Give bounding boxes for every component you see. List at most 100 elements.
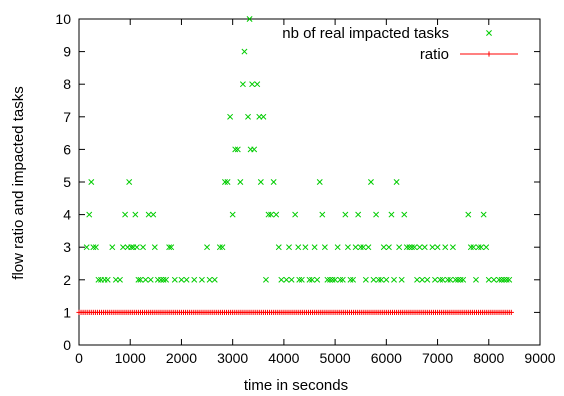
impacted-tasks-point xyxy=(357,244,364,251)
impacted-tasks-point xyxy=(437,276,444,283)
impacted-tasks-point xyxy=(391,276,397,283)
impacted-tasks-point xyxy=(150,211,157,218)
impacted-tasks-point xyxy=(219,244,226,251)
impacted-tasks-point xyxy=(246,16,253,22)
ratio-point xyxy=(508,309,514,315)
impacted-tasks-point xyxy=(483,244,490,251)
impacted-tasks-point xyxy=(237,179,244,185)
impacted-tasks-point xyxy=(460,276,467,283)
impacted-tasks-point xyxy=(147,276,154,283)
impacted-tasks-point xyxy=(455,276,461,283)
impacted-tasks-point xyxy=(117,276,123,283)
impacted-tasks-point xyxy=(490,276,497,283)
impacted-tasks-point xyxy=(467,244,474,251)
impacted-tasks-point xyxy=(206,276,213,283)
ticks: 0 1000 2000 3000 4000 5000 6000 7000 8000 9000 0 1 2… xyxy=(55,11,555,366)
y-tick-label: 8 xyxy=(63,76,71,92)
impacted-tasks-point xyxy=(342,211,349,218)
impacted-tasks-point xyxy=(324,276,331,283)
impacted-tasks-point xyxy=(171,276,178,283)
y-tick-label: 7 xyxy=(63,109,71,125)
impacted-tasks-point xyxy=(424,276,431,283)
impacted-tasks-point xyxy=(204,244,211,251)
impacted-tasks-point xyxy=(224,179,231,185)
impacted-tasks-point xyxy=(254,81,261,88)
impacted-tasks-point xyxy=(378,276,385,283)
impacted-tasks-point xyxy=(135,276,142,283)
impacted-tasks-point xyxy=(344,244,351,251)
impacted-tasks-point xyxy=(198,276,205,283)
impacted-tasks-point xyxy=(163,276,170,283)
impacted-tasks-point xyxy=(222,179,228,185)
impacted-tasks-point xyxy=(327,276,333,283)
impacted-tasks-point xyxy=(86,211,93,218)
impacted-tasks-point xyxy=(227,113,234,120)
impacted-tasks-point xyxy=(432,276,438,283)
y-tick-label: 4 xyxy=(63,207,71,223)
impacted-tasks-point xyxy=(191,276,198,283)
impacted-tasks-point xyxy=(245,113,251,120)
x-tick-label: 5000 xyxy=(320,350,351,366)
impacted-tasks-point xyxy=(360,244,367,251)
impacted-tasks-point xyxy=(302,244,309,251)
impacted-tasks-point xyxy=(442,244,449,251)
impacted-tasks-point xyxy=(362,276,369,283)
y-tick-label: 1 xyxy=(63,304,71,320)
impacted-tasks-point xyxy=(249,81,256,88)
impacted-tasks-point xyxy=(142,276,149,283)
impacted-tasks-point xyxy=(411,244,418,251)
impacted-tasks-point xyxy=(309,276,316,283)
impacted-tasks-point xyxy=(92,244,99,251)
impacted-tasks-point xyxy=(268,211,275,218)
impacted-tasks-point xyxy=(160,276,167,283)
impacted-tasks-point xyxy=(95,276,102,283)
impacted-tasks-point xyxy=(414,276,421,283)
impacted-tasks-point xyxy=(403,244,410,251)
x-tick-label: 8000 xyxy=(473,350,504,366)
impacted-tasks-point xyxy=(393,179,400,185)
impacted-tasks-point xyxy=(339,276,346,283)
impacted-tasks-point xyxy=(434,244,441,251)
impacted-tasks-point xyxy=(90,244,97,251)
impacted-tasks-point xyxy=(251,146,258,153)
impacted-tasks-point xyxy=(126,179,133,185)
impacted-tasks-point xyxy=(132,211,139,218)
legend-label-impacted-tasks: nb of real impacted tasks xyxy=(282,25,449,42)
impacted-tasks-point xyxy=(470,244,477,251)
impacted-tasks-point xyxy=(385,244,392,251)
impacted-tasks-point xyxy=(506,276,513,283)
impacted-tasks-point xyxy=(329,276,336,283)
impacted-tasks-point xyxy=(128,244,135,251)
x-tick-label: 1000 xyxy=(115,350,146,366)
impacted-tasks-point xyxy=(419,276,426,283)
impacted-tasks-point xyxy=(168,244,175,251)
impacted-tasks-point xyxy=(314,276,321,283)
impacted-tasks-point xyxy=(444,276,451,283)
impacted-tasks-point xyxy=(447,276,454,283)
impacted-tasks-point xyxy=(334,244,341,251)
y-tick-label: 6 xyxy=(63,141,71,157)
axes xyxy=(78,18,541,346)
impacted-tasks-point xyxy=(288,276,295,283)
impacted-tasks-point xyxy=(321,244,328,251)
plot-frame xyxy=(78,18,541,346)
y-tick-label: 2 xyxy=(63,272,71,288)
legend-x-marker xyxy=(486,30,492,36)
y-tick-label: 0 xyxy=(63,337,71,353)
impacted-tasks-point xyxy=(480,211,487,218)
impacted-tasks-point xyxy=(278,276,285,283)
x-tick-label: 7000 xyxy=(422,350,453,366)
x-axis-label: time in seconds xyxy=(244,377,348,394)
impacted-tasks-point xyxy=(140,244,146,251)
impacted-tasks-point xyxy=(332,276,339,283)
impacted-tasks-point xyxy=(283,276,290,283)
legend-marker-impacted-tasks xyxy=(486,30,492,36)
impacted-tasks-point xyxy=(229,211,236,218)
impacted-tasks-point xyxy=(239,81,246,88)
impacted-tasks-point xyxy=(398,276,405,283)
impacted-tasks-point xyxy=(439,276,446,283)
impacted-tasks-point xyxy=(295,244,302,251)
x-tick-label: 6000 xyxy=(371,350,402,366)
impacted-tasks-point xyxy=(465,211,472,218)
